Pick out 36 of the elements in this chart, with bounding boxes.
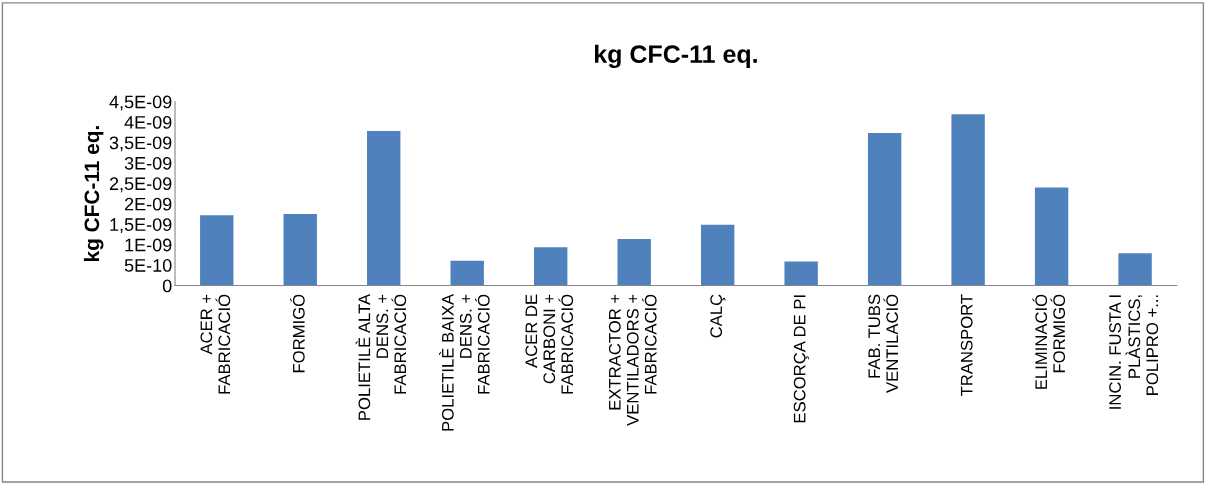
y-tick-label: 1,5E-09 bbox=[110, 218, 172, 234]
x-tick-label: POLIETILÈ ALTA DENS. + FABRICACIÓ bbox=[355, 293, 407, 420]
y-tick-label: 4,5E-09 bbox=[109, 95, 172, 111]
bar bbox=[867, 133, 902, 286]
x-tick-label: EXTRACTOR + VENTILADORS + FABRICACIÓ bbox=[608, 294, 657, 426]
bar bbox=[283, 214, 317, 286]
x-tick-label: ACER + FABRICACIÓ bbox=[200, 294, 231, 394]
x-tick-label: INCIN. FUSTA I PLÀSTICS, POLIPRO +... bbox=[1109, 295, 1159, 409]
y-tick-label: 5E-10 bbox=[124, 259, 172, 272]
x-tick-label: FAB. TUBS VENTILACIÓ bbox=[868, 294, 899, 393]
y-tick-label: 1E-09 bbox=[125, 238, 172, 252]
y-tick-label: 2,5E-09 bbox=[109, 177, 172, 193]
y-tick-label: 2E-09 bbox=[124, 197, 172, 211]
x-tick-label: POLIETILÈ BAIXA DENS. + FABRICACIÓ bbox=[439, 293, 490, 431]
bar bbox=[367, 131, 401, 286]
x-tick-label: CALÇ bbox=[710, 294, 726, 338]
x-tick-label: ESCORÇA DE PI bbox=[793, 295, 809, 423]
bar bbox=[200, 215, 234, 286]
y-tick-label: 3,5E-09 bbox=[109, 136, 172, 152]
x-tick-label: TRANSPORT bbox=[960, 294, 973, 397]
chart-title: kg CFC-11 eq. bbox=[595, 44, 757, 69]
bar bbox=[534, 247, 568, 286]
y-tick-label: 0 bbox=[162, 279, 172, 293]
bar bbox=[1034, 187, 1069, 286]
bar bbox=[784, 261, 818, 286]
x-tick-label: ELIMINACIÓ FORMIGÓ bbox=[1032, 294, 1066, 389]
y-tick-label: 4E-09 bbox=[124, 116, 172, 129]
x-tick-label: ACER DE CARBONI + FABRICACIÓ bbox=[525, 294, 574, 394]
bar bbox=[700, 224, 735, 286]
bar bbox=[450, 260, 484, 286]
y-tick-label: 3E-09 bbox=[124, 156, 172, 170]
x-tick-label: FORMIGÓ bbox=[290, 294, 305, 373]
bar bbox=[1118, 253, 1152, 286]
y-axis-title: kg CFC-11 eq. bbox=[83, 126, 104, 262]
bar bbox=[951, 114, 985, 286]
bar bbox=[617, 238, 651, 286]
